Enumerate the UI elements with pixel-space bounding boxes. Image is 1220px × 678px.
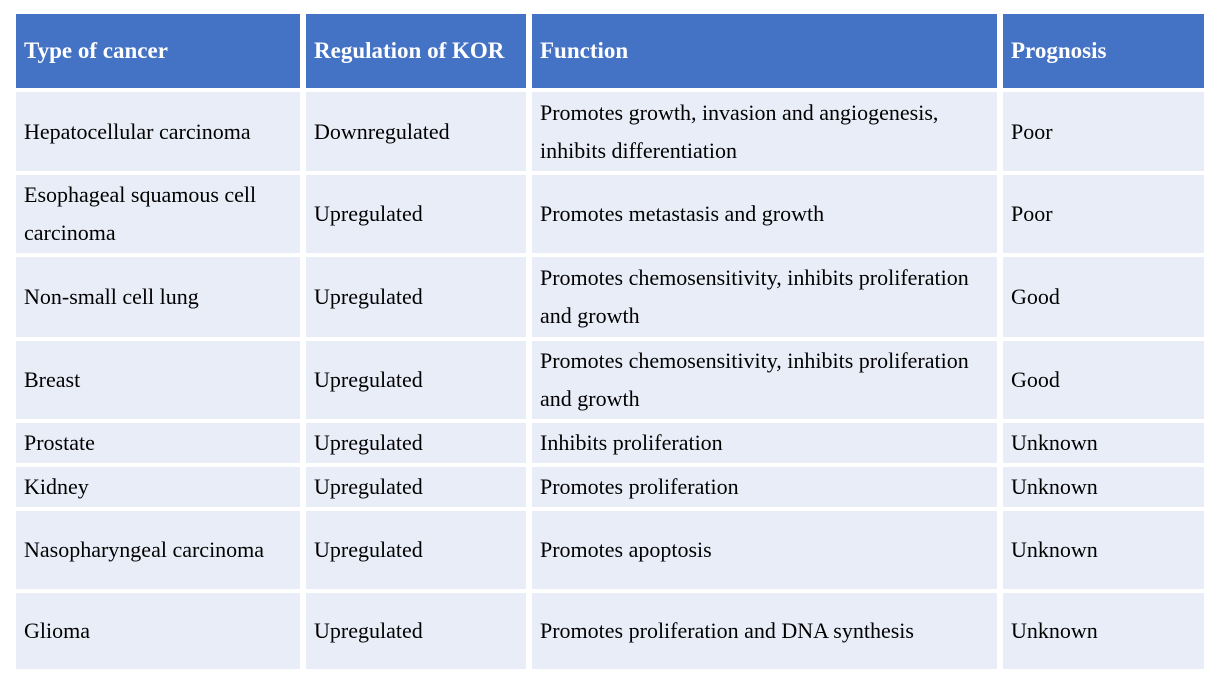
cell-type-of-cancer: Kidney <box>16 467 300 507</box>
kor-cancer-table-container: Type of cancer Regulation of KOR Functio… <box>10 10 1210 673</box>
cell-type-of-cancer: Nasopharyngeal carcinoma <box>16 511 300 589</box>
table-row: Kidney Upregulated Promotes proliferatio… <box>16 467 1204 507</box>
cell-prognosis: Unknown <box>1003 511 1204 589</box>
cell-regulation-of-kor: Upregulated <box>306 175 526 253</box>
cell-prognosis: Good <box>1003 257 1204 337</box>
cell-regulation-of-kor: Upregulated <box>306 467 526 507</box>
cell-type-of-cancer: Glioma <box>16 593 300 669</box>
cell-type-of-cancer: Prostate <box>16 423 300 463</box>
table-header-row: Type of cancer Regulation of KOR Functio… <box>16 14 1204 88</box>
table-row: Esophageal squamous cell carcinoma Upreg… <box>16 175 1204 253</box>
table-row: Hepatocellular carcinoma Downregulated P… <box>16 92 1204 171</box>
cell-function: Promotes metastasis and growth <box>532 175 997 253</box>
cell-regulation-of-kor: Upregulated <box>306 511 526 589</box>
cell-function: Promotes chemosensitivity, inhibits prol… <box>532 257 997 337</box>
cell-function: Promotes chemosensitivity, inhibits prol… <box>532 341 997 419</box>
cell-type-of-cancer: Hepatocellular carcinoma <box>16 92 300 171</box>
cell-prognosis: Poor <box>1003 175 1204 253</box>
table-row: Non-small cell lung Upregulated Promotes… <box>16 257 1204 337</box>
cell-function: Promotes proliferation <box>532 467 997 507</box>
cell-type-of-cancer: Esophageal squamous cell carcinoma <box>16 175 300 253</box>
cell-function: Promotes proliferation and DNA synthesis <box>532 593 997 669</box>
column-header-regulation-of-kor: Regulation of KOR <box>306 14 526 88</box>
cell-regulation-of-kor: Downregulated <box>306 92 526 171</box>
cell-function: Promotes apoptosis <box>532 511 997 589</box>
cell-type-of-cancer: Non-small cell lung <box>16 257 300 337</box>
cell-prognosis: Poor <box>1003 92 1204 171</box>
column-header-function: Function <box>532 14 997 88</box>
table-row: Breast Upregulated Promotes chemosensiti… <box>16 341 1204 419</box>
table-row: Glioma Upregulated Promotes proliferatio… <box>16 593 1204 669</box>
column-header-prognosis: Prognosis <box>1003 14 1204 88</box>
cell-function: Promotes growth, invasion and angiogenes… <box>532 92 997 171</box>
cell-regulation-of-kor: Upregulated <box>306 257 526 337</box>
cell-regulation-of-kor: Upregulated <box>306 341 526 419</box>
cell-regulation-of-kor: Upregulated <box>306 593 526 669</box>
table-row: Prostate Upregulated Inhibits proliferat… <box>16 423 1204 463</box>
cell-prognosis: Unknown <box>1003 467 1204 507</box>
column-header-type-of-cancer: Type of cancer <box>16 14 300 88</box>
kor-cancer-table: Type of cancer Regulation of KOR Functio… <box>10 10 1210 673</box>
cell-prognosis: Unknown <box>1003 423 1204 463</box>
cell-regulation-of-kor: Upregulated <box>306 423 526 463</box>
table-row: Nasopharyngeal carcinoma Upregulated Pro… <box>16 511 1204 589</box>
cell-function: Inhibits proliferation <box>532 423 997 463</box>
cell-type-of-cancer: Breast <box>16 341 300 419</box>
cell-prognosis: Unknown <box>1003 593 1204 669</box>
cell-prognosis: Good <box>1003 341 1204 419</box>
